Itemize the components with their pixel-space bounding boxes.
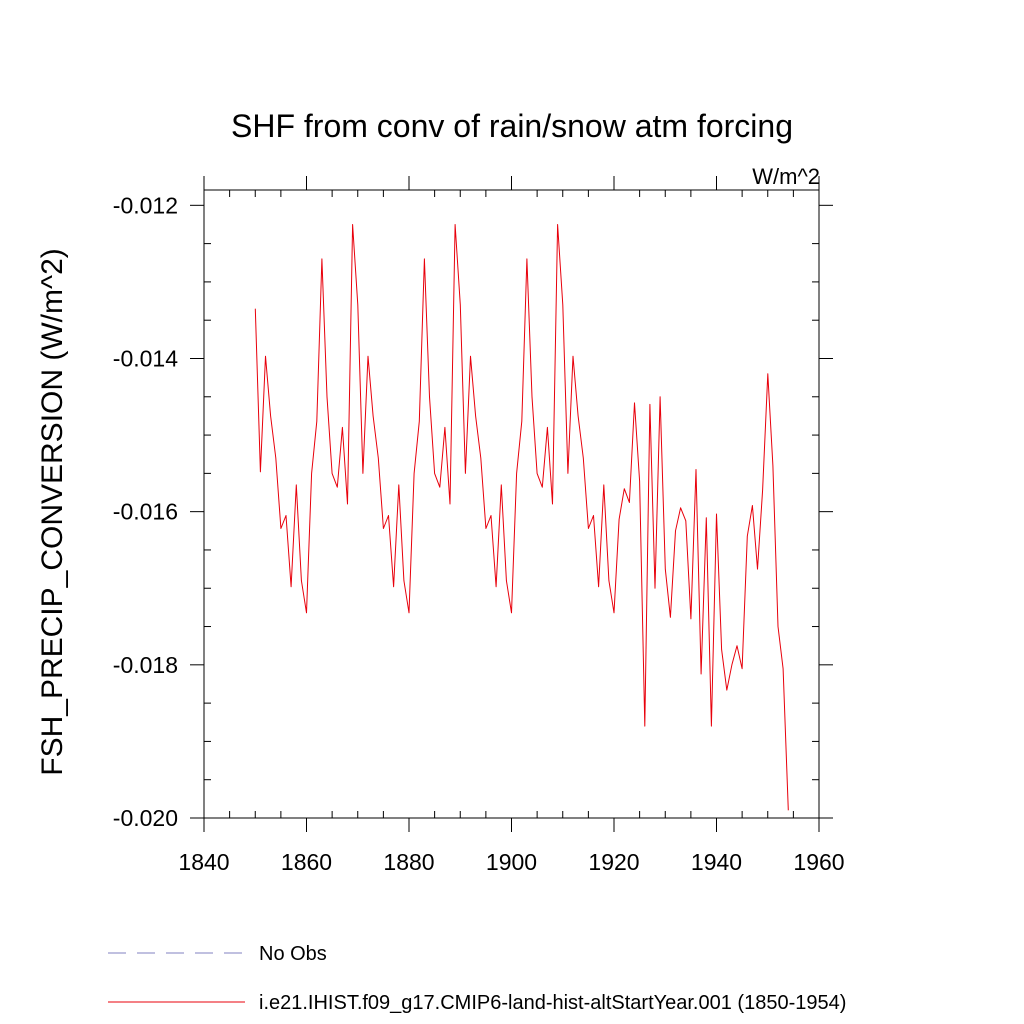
legend-label: i.e21.IHIST.f09_g17.CMIP6-land-hist-altS… [259,992,846,1014]
units-label: W/m^2 [752,164,820,189]
plot-frame [203,189,820,819]
y-tick-label: -0.014 [113,345,178,371]
y-tick-label: -0.020 [113,805,178,831]
x-tick-label: 1880 [383,849,434,875]
x-tick-label: 1920 [588,849,639,875]
plot-area: 1840 1860 1880 1900 1920 1940 1960 -0.012 -0.014… [113,176,845,875]
x-tick-label: 1860 [281,849,332,875]
legend: No Obs i.e21.IHIST.f09_g17.CMIP6-land-his… [108,943,846,1014]
x-tick-label: 1840 [178,849,229,875]
x-tick-label: 1960 [793,849,844,875]
chart-title: SHF from conv of rain/snow atm forcing [231,108,793,144]
y-axis-label: FSH_PRECIP_CONVERSION (W/m^2) [36,248,69,775]
y-tick-label: -0.016 [113,499,178,525]
y-tick-label: -0.012 [113,192,178,218]
x-tick-label: 1900 [486,849,537,875]
series-line [254,224,789,811]
x-tick-label: 1940 [691,849,742,875]
y-tick-label: -0.018 [113,652,178,678]
legend-label: No Obs [259,943,327,965]
